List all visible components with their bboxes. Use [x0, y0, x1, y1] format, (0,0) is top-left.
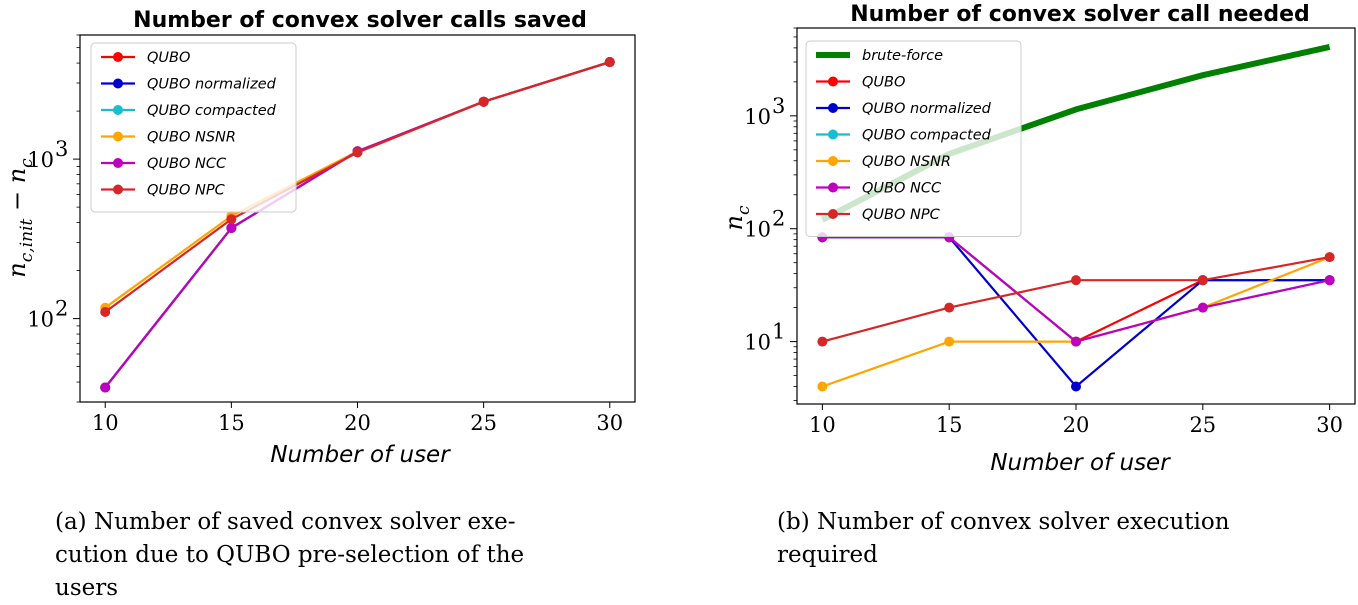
data-point: [1071, 275, 1081, 286]
y-tick-label: 10: [744, 105, 771, 129]
data-point: [817, 381, 828, 392]
x-tick-label: 10: [92, 411, 119, 435]
caption-b: (b) Number of convex solver execution re…: [777, 506, 1337, 572]
legend-box: [90, 42, 297, 213]
data-point: [1071, 381, 1081, 392]
legend-label: QUBO NCC: [147, 156, 227, 172]
caption-a-line: users: [55, 575, 119, 601]
chart-b-xlabel: Number of user: [990, 450, 1171, 476]
legend-box: [805, 40, 1022, 237]
x-tick-label: 25: [1189, 413, 1216, 437]
x-tick-label: 15: [218, 411, 245, 435]
data-point: [1197, 302, 1208, 313]
caption-a-line: cution due to QUBO pre-selection of the: [55, 542, 525, 568]
legend-swatch-marker: [828, 103, 838, 113]
caption-b-line: (b) Number of convex solver execution: [777, 509, 1230, 535]
legend-label: brute-force: [862, 48, 943, 64]
chart-b-title: Number of convex solver call needed: [850, 2, 1310, 27]
data-point: [100, 382, 111, 393]
data-point: [604, 57, 615, 68]
x-tick-label: 30: [596, 411, 623, 435]
legend-label: QUBO compacted: [862, 128, 992, 144]
x-tick-label: 30: [1316, 413, 1343, 437]
legend-swatch-marker: [113, 184, 123, 195]
x-tick-label: 20: [1063, 413, 1090, 437]
legend-label: QUBO NPC: [147, 183, 226, 199]
y-tick-exponent: 3: [55, 137, 68, 161]
y-tick-label: 10: [27, 148, 54, 172]
legend-swatch-marker: [828, 209, 838, 219]
legend-swatch-marker: [828, 156, 838, 166]
legend-label: QUBO NPC: [862, 207, 941, 223]
x-tick-label: 20: [344, 411, 371, 435]
legend-swatch-marker: [113, 78, 123, 89]
legend-label: QUBO: [147, 50, 190, 66]
legend-swatch-marker: [828, 76, 838, 87]
legend-swatch-marker: [113, 158, 123, 168]
chart-a-xlabel: Number of user: [270, 442, 451, 468]
data-point: [1324, 275, 1335, 286]
x-tick-label: 15: [936, 413, 963, 437]
caption-b-line: required: [777, 542, 878, 568]
chart-b-ylabel: nc: [720, 205, 754, 230]
data-point: [1324, 252, 1335, 263]
x-tick-label: 10: [809, 413, 836, 437]
data-point: [352, 147, 363, 158]
y-tick-label: 10: [27, 308, 54, 332]
chart-b: Number of convex solver call needed 10 15…: [720, 2, 1356, 476]
y-tick-exponent: 1: [772, 320, 785, 344]
legend-label: QUBO NSNR: [147, 130, 236, 146]
data-point: [817, 336, 828, 347]
y-tick-label: 10: [744, 331, 771, 355]
y-tick-label: 10: [744, 218, 771, 242]
chart-a-ylabel: nc,init − nc: [3, 158, 37, 278]
caption-a: (a) Number of saved convex solver exe- c…: [55, 506, 615, 605]
legend-label: QUBO NCC: [862, 181, 942, 197]
chart-a-series: [100, 57, 615, 393]
legend-label: QUBO normalized: [147, 77, 277, 93]
legend-swatch-marker: [113, 52, 123, 62]
y-tick-exponent: 3: [772, 94, 785, 118]
legend-swatch-marker: [828, 129, 838, 140]
x-tick-label: 25: [470, 411, 497, 435]
caption-a-line: (a) Number of saved convex solver exe-: [55, 509, 516, 535]
data-point: [1071, 336, 1081, 347]
legend-label: QUBO: [862, 75, 905, 91]
legend-label: QUBO NSNR: [862, 154, 951, 170]
data-point: [944, 302, 955, 313]
chart-a-title: Number of convex solver calls saved: [133, 8, 587, 33]
legend-swatch-marker: [113, 105, 123, 115]
chart-a-legend: QUBO QUBO normalized QUBO compacted QUBO NS…: [90, 42, 297, 213]
data-point: [944, 336, 955, 347]
data-point: [100, 307, 111, 318]
data-point: [1197, 275, 1208, 286]
y-tick-exponent: 2: [55, 297, 68, 321]
data-point: [226, 222, 237, 233]
chart-a: Number of convex solver calls saved 10 15…: [3, 8, 636, 468]
legend-label: QUBO normalized: [862, 101, 992, 117]
legend-swatch-marker: [113, 131, 123, 142]
data-point: [478, 96, 489, 107]
legend-swatch-marker: [828, 182, 838, 193]
data-point: [226, 214, 237, 225]
legend-label: QUBO compacted: [147, 103, 277, 119]
chart-b-legend: brute-force QUBO QUBO normalized QUBO compa…: [805, 40, 1022, 237]
y-tick-exponent: 2: [772, 207, 785, 231]
